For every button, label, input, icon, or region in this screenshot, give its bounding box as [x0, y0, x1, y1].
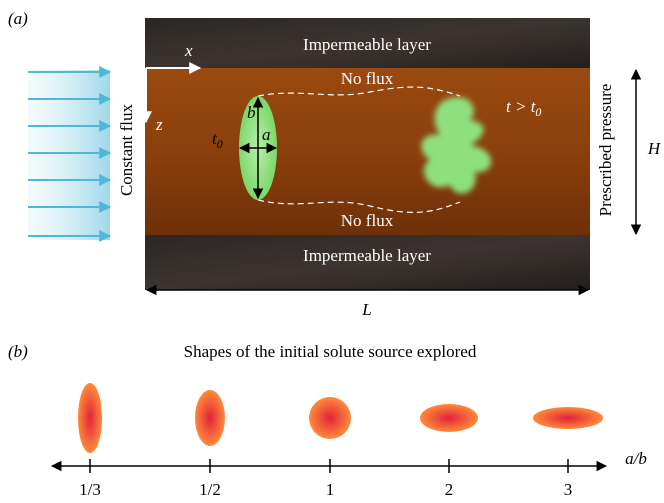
a-label: a	[262, 125, 271, 144]
bottom-layer-label: Impermeable layer	[303, 246, 431, 265]
b-label: b	[247, 103, 256, 122]
length-label: L	[361, 300, 371, 319]
panel-title: Shapes of the initial solute source expl…	[184, 342, 477, 361]
tick-label: 1/2	[199, 480, 221, 499]
bottom-boundary-label: No flux	[341, 211, 394, 230]
page: (a) Impermeable layer Impermeable layer …	[0, 0, 664, 503]
height-label: H	[647, 139, 662, 158]
flux-arrows	[28, 70, 110, 240]
panel-label-text: (a)	[8, 9, 28, 28]
right-boundary-label: Prescribed pressure	[596, 84, 615, 217]
left-boundary-label: Constant flux	[117, 103, 136, 196]
panel-label-text: (b)	[8, 342, 28, 361]
tick-label: 1	[326, 480, 335, 499]
source-shapes	[78, 383, 603, 453]
top-boundary-label: No flux	[341, 69, 394, 88]
top-layer-label: Impermeable layer	[303, 35, 431, 54]
tick-label: 2	[445, 480, 454, 499]
z-axis-label: z	[155, 115, 163, 134]
panel-label: (b)	[8, 342, 28, 361]
figure: (a) Impermeable layer Impermeable layer …	[0, 0, 664, 503]
tick-label: 3	[564, 480, 573, 499]
later-time-main: t > t	[506, 97, 537, 116]
ratio-ticks: 1/3 1/2 1 2 3	[79, 459, 572, 499]
panel-label: (a)	[8, 9, 28, 28]
ratio-axis-label: a/b	[625, 449, 647, 468]
x-axis-label: x	[184, 41, 193, 60]
later-time-sub: 0	[535, 105, 541, 119]
tick-label: 1/3	[79, 480, 101, 499]
t0-sub: 0	[217, 137, 223, 151]
